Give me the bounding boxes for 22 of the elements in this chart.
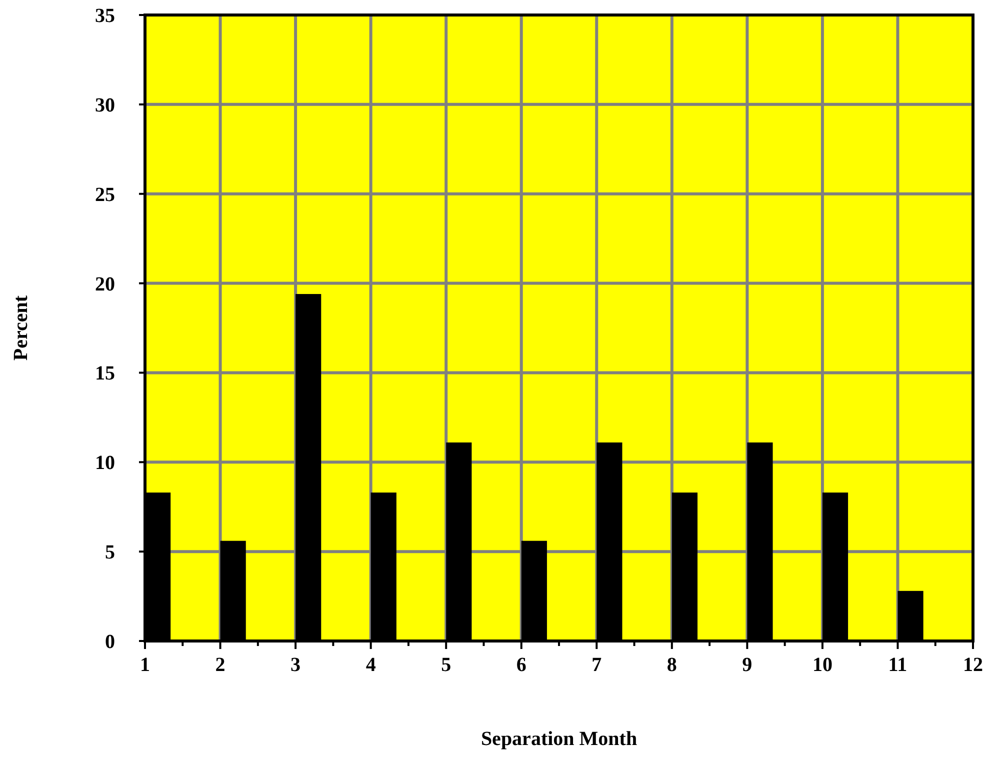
y-axis-title: Percent — [10, 295, 32, 361]
x-tick-label: 11 — [888, 654, 908, 676]
x-tick-label: 12 — [963, 654, 983, 676]
x-axis-title: Separation Month — [480, 728, 638, 750]
x-tick-label: 6 — [516, 654, 526, 676]
x-tick-label: 10 — [812, 654, 832, 676]
y-tick-label: 10 — [95, 452, 115, 474]
x-tick-label: 4 — [366, 654, 376, 676]
x-tick-label: 2 — [215, 654, 226, 676]
y-tick-label: 20 — [95, 273, 115, 296]
x-tick-label: 3 — [290, 654, 301, 676]
x-tick-label: 5 — [441, 654, 452, 676]
x-tick-label: 7 — [592, 654, 602, 676]
y-tick-label: 35 — [95, 5, 115, 27]
y-tick-label: 30 — [95, 94, 115, 116]
y-tick-label: 0 — [105, 631, 115, 653]
y-tick-label: 15 — [95, 362, 115, 385]
x-tick-label: 1 — [140, 654, 150, 676]
y-tick-label: 25 — [95, 184, 115, 206]
x-tick-label: 9 — [742, 654, 752, 676]
x-tick-label: 8 — [666, 654, 677, 676]
y-tick-label: 5 — [105, 542, 115, 564]
